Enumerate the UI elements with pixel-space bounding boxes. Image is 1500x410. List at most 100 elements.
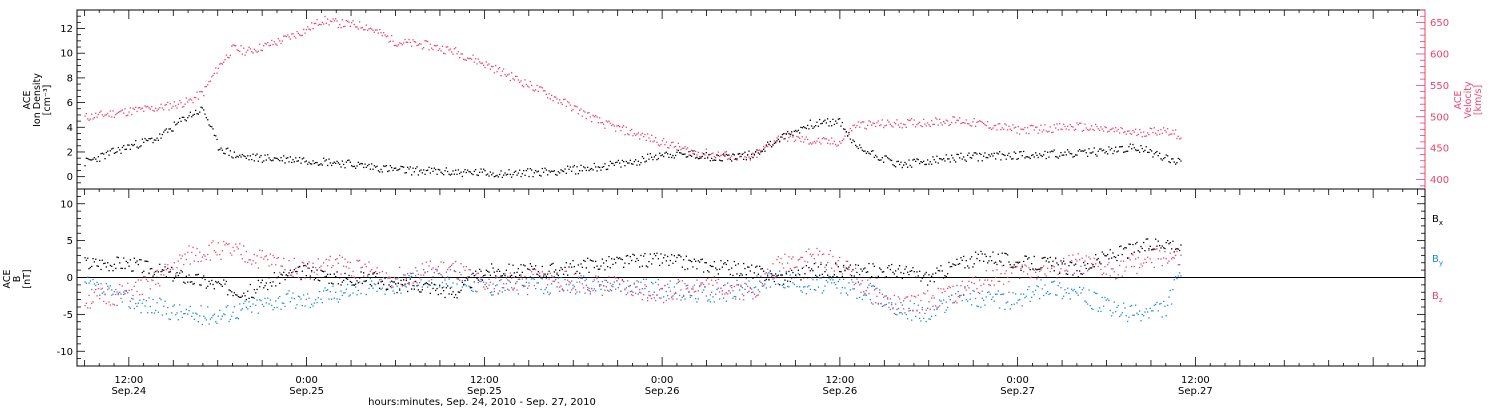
bz-series-point xyxy=(192,246,194,249)
density-series-point xyxy=(781,133,783,136)
bx-series-point xyxy=(1019,261,1021,263)
bx-series-point xyxy=(361,282,363,285)
bx-series-point xyxy=(225,280,227,283)
bx-series-point xyxy=(91,265,93,267)
density-series-point xyxy=(936,155,938,157)
bz-series-point xyxy=(653,297,655,299)
bx-series-point xyxy=(707,270,709,272)
bx-series-point xyxy=(300,278,302,281)
bz-series-point xyxy=(579,291,581,293)
bx-series-point xyxy=(611,258,613,260)
bz-series-point xyxy=(385,272,387,274)
by-series-point xyxy=(172,305,174,307)
density-series-point xyxy=(640,162,642,164)
density-series-point xyxy=(389,165,391,167)
bz-series-point xyxy=(132,298,134,300)
velocity-series-point xyxy=(297,32,299,34)
by-series-point xyxy=(772,278,774,280)
density-series-point xyxy=(168,128,170,130)
by-series-point xyxy=(449,269,451,271)
bx-series-point xyxy=(121,267,123,270)
velocity-series-point xyxy=(249,48,251,50)
by-series-point xyxy=(879,289,881,291)
density-series-point xyxy=(764,150,766,152)
density-series-point xyxy=(856,146,858,148)
velocity-series-point xyxy=(349,25,351,27)
velocity-series-point xyxy=(965,119,967,121)
velocity-series-point xyxy=(216,72,218,74)
velocity-series-point xyxy=(1168,134,1170,136)
density-series-point xyxy=(713,159,715,161)
velocity-series-point xyxy=(931,120,933,122)
bz-series-point xyxy=(543,273,545,275)
text-layer: 12:00Sep.240:00Sep.2512:00Sep.250:00Sep.… xyxy=(2,18,1484,397)
density-series-point xyxy=(1013,151,1015,153)
velocity-series-point xyxy=(353,23,355,26)
bz-series-point xyxy=(317,258,319,260)
bz-series-point xyxy=(811,255,813,257)
bz-series-point xyxy=(371,269,373,271)
density-series-point xyxy=(745,159,747,161)
density-series-point xyxy=(877,159,879,161)
by-series-point xyxy=(1040,279,1042,281)
density-series-point xyxy=(868,152,870,154)
by-series-point xyxy=(513,276,515,278)
density-series-point xyxy=(733,154,735,156)
bx-series-point xyxy=(884,276,886,279)
velocity-series-point xyxy=(265,43,267,45)
velocity-series-point xyxy=(119,111,121,113)
bx-series-point xyxy=(768,279,770,281)
bx-series-point xyxy=(489,274,491,276)
bx-series-point xyxy=(223,279,225,281)
velocity-series-point xyxy=(269,44,271,46)
bz-series-point xyxy=(401,285,403,287)
velocity-series-point xyxy=(579,109,581,111)
velocity-series-point xyxy=(639,138,641,140)
density-series-point xyxy=(711,157,713,159)
by-series-point xyxy=(881,305,883,307)
bz-series-point xyxy=(724,293,726,295)
density-series-point xyxy=(387,170,389,173)
by-series-point xyxy=(740,285,742,288)
density-series-point xyxy=(785,133,787,135)
velocity-series-point xyxy=(773,140,775,142)
density-series-point xyxy=(945,154,947,156)
by-series-point xyxy=(983,299,985,301)
by-series-point xyxy=(888,302,890,304)
bx-series-point xyxy=(1155,238,1157,240)
bx-series-point xyxy=(641,265,643,267)
velocity-series-point xyxy=(689,150,691,152)
bx-series-point xyxy=(564,266,566,268)
bz-series-point xyxy=(279,271,281,274)
density-series-point xyxy=(283,155,285,157)
bx-series-point xyxy=(992,251,994,253)
density-series-point xyxy=(1020,151,1022,153)
bx-series-point xyxy=(908,273,910,276)
velocity-series-point xyxy=(167,101,169,104)
density-series-point xyxy=(688,151,690,153)
by-series-point xyxy=(1176,278,1178,280)
bz-series-point xyxy=(849,274,851,276)
velocity-series-point xyxy=(1080,122,1082,124)
velocity-series-point xyxy=(569,104,571,106)
bz-series-point xyxy=(225,242,227,244)
by-series-point xyxy=(147,312,149,314)
bz-series-point xyxy=(681,280,683,282)
density-series-point xyxy=(195,109,197,112)
density-series-point xyxy=(625,160,627,163)
by-series-point xyxy=(1057,285,1059,287)
bz-series-point xyxy=(936,307,938,309)
bx-series-point xyxy=(505,269,507,271)
bx-series-point xyxy=(823,276,825,278)
bz-series-point xyxy=(272,254,274,257)
bz-series-point xyxy=(364,263,366,265)
bz-series-point xyxy=(363,275,365,277)
by-series-point xyxy=(967,300,969,302)
bx-series-point xyxy=(351,281,353,284)
velocity-series-point xyxy=(721,154,723,156)
bz-series-point xyxy=(705,279,707,281)
bz-series-point xyxy=(493,288,495,290)
velocity-series-point xyxy=(600,122,602,124)
bz-series-point xyxy=(395,278,397,280)
density-series-point xyxy=(328,158,330,160)
